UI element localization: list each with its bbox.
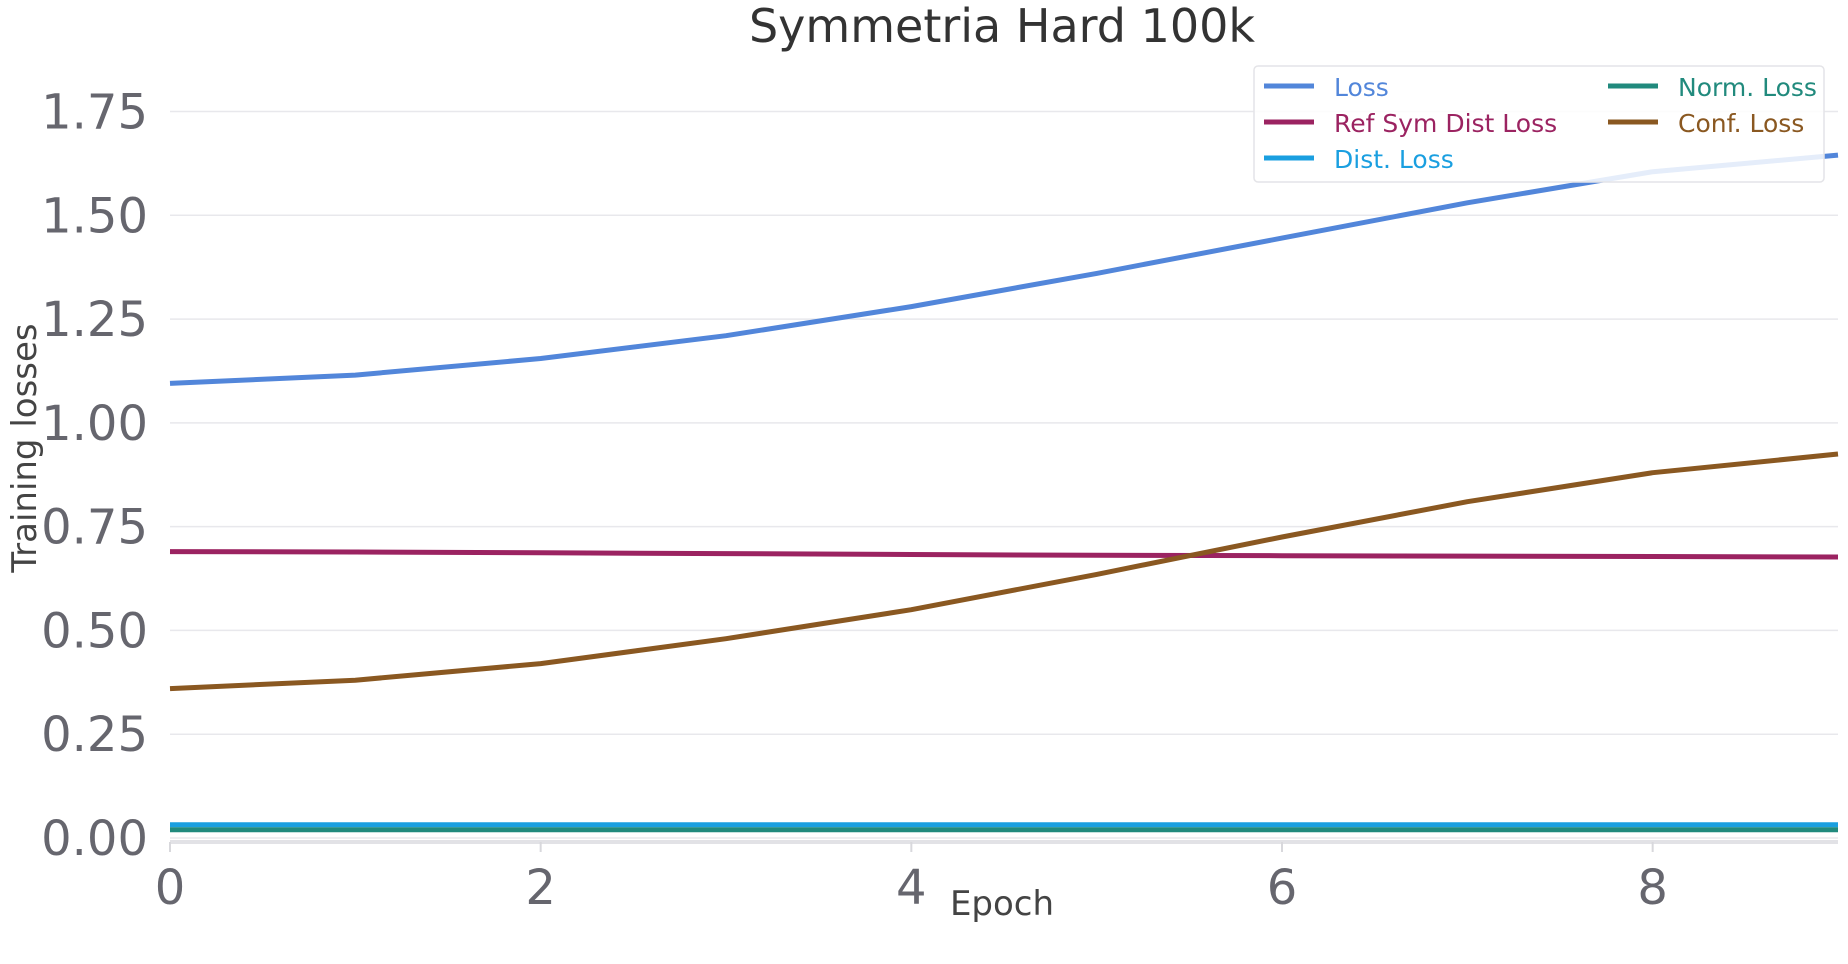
- legend-label: Loss: [1334, 73, 1389, 102]
- y-tick-label: 0.75: [41, 500, 148, 556]
- series-line-ref-sym-dist-loss: [169, 549, 1839, 560]
- y-tick-label: 1.00: [41, 396, 148, 452]
- y-tick-label: 1.75: [41, 85, 148, 141]
- x-tick-label: 8: [1637, 860, 1668, 916]
- x-tick-label: 4: [896, 860, 927, 916]
- x-axis-label: Epoch: [950, 884, 1054, 924]
- gridlines: [170, 110, 1838, 839]
- legend-box: [1253, 65, 1825, 183]
- series-line-conf-loss: [169, 451, 1839, 692]
- x-tick-label: 2: [525, 860, 556, 916]
- y-tick-label: 1.50: [41, 188, 148, 244]
- x-tick-label: 6: [1267, 860, 1298, 916]
- y-tick-label: 0.50: [41, 603, 148, 659]
- series-lines: [169, 152, 1839, 833]
- legend-label: Ref Sym Dist Loss: [1334, 109, 1557, 138]
- chart-title: Symmetria Hard 100k: [749, 0, 1255, 53]
- y-tick-label: 1.25: [41, 292, 148, 348]
- y-tick-label: 0.25: [41, 707, 148, 763]
- y-axis-label: Training losses: [5, 323, 45, 573]
- legend-label: Norm. Loss: [1678, 73, 1817, 102]
- axes: 0.00 0.25 0.50 0.75 1.00 1.25 1.50 1.75 0 2 4 6 8: [41, 85, 1838, 916]
- legend-label: Conf. Loss: [1678, 109, 1804, 138]
- series-line-loss: [169, 152, 1839, 386]
- legend: Loss Norm. Loss Ref Sym Dist Loss Conf. Los…: [1253, 65, 1825, 183]
- x-tick-label: 0: [155, 860, 186, 916]
- y-tick-label: 0.00: [41, 811, 148, 867]
- legend-label: Dist. Loss: [1334, 145, 1454, 174]
